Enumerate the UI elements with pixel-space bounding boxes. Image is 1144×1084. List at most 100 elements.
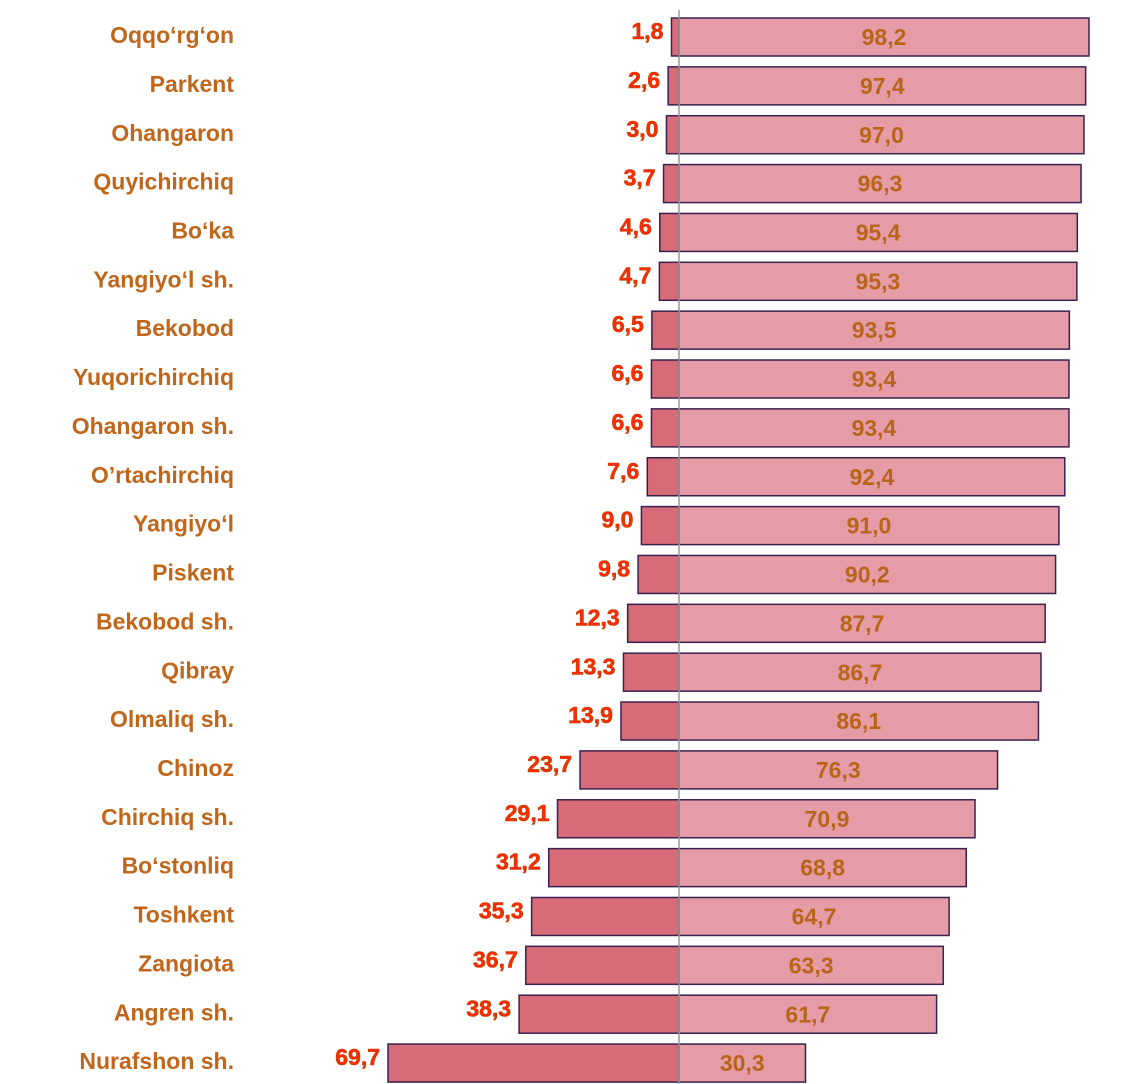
value-label-right: 93,4 — [852, 366, 897, 392]
bar-left — [622, 652, 680, 692]
category-label: O’rtachirchiq — [91, 462, 234, 488]
bar-right — [678, 994, 938, 1034]
value-label-right: 61,7 — [785, 1001, 830, 1027]
bar-left — [556, 799, 680, 839]
value-label-left: 13,9 — [568, 702, 613, 728]
category-label: Chinoz — [157, 755, 234, 781]
value-label-right: 91,0 — [847, 513, 892, 539]
category-label: Parkent — [150, 71, 235, 97]
value-label-left: 69,7 — [335, 1044, 380, 1070]
category-label: Ohangaron sh. — [72, 413, 234, 439]
category-label: Oqqo‘rg‘on — [110, 22, 234, 48]
category-label: Chirchiq sh. — [101, 804, 234, 830]
category-label: Bekobod — [136, 315, 234, 341]
bars — [387, 17, 1090, 1083]
bar-left — [651, 310, 680, 350]
labels: Oqqo‘rg‘on 1,8 98,2 Parkent 2,6 97,4 Ohangaron… — [72, 18, 907, 1076]
category-label: Yangiyo‘l — [133, 511, 234, 537]
bar-right — [678, 896, 950, 937]
bar-left — [640, 505, 680, 546]
value-label-left: 23,7 — [527, 751, 572, 777]
bar-left — [525, 945, 680, 986]
bar-left — [579, 750, 680, 790]
category-label: Olmaliq sh. — [110, 706, 234, 732]
value-label-right: 76,3 — [816, 757, 861, 783]
category-label: Bo‘stonliq — [122, 853, 234, 879]
bar-right — [678, 163, 1082, 204]
value-label-left: 3,0 — [626, 116, 658, 142]
bar-right — [678, 1043, 807, 1083]
bar-left — [658, 261, 680, 302]
value-label-left: 29,1 — [505, 800, 550, 826]
value-label-right: 98,2 — [862, 24, 907, 50]
category-label: Quyichirchiq — [93, 169, 234, 195]
bar-left — [659, 212, 680, 253]
value-label-left: 9,0 — [601, 507, 633, 533]
bar-left — [650, 359, 680, 399]
value-label-left: 3,7 — [624, 165, 656, 191]
value-label-right: 97,4 — [860, 73, 905, 99]
bar-right — [678, 408, 1070, 448]
value-label-left: 36,7 — [473, 946, 518, 972]
value-label-right: 70,9 — [805, 806, 850, 832]
value-label-right: 86,7 — [838, 659, 883, 685]
category-label: Zangiota — [138, 950, 234, 976]
category-label: Yuqorichirchiq — [73, 364, 234, 390]
bar-right — [678, 310, 1071, 350]
value-label-left: 4,7 — [619, 262, 651, 288]
bar-right — [678, 799, 976, 839]
bar-right — [678, 847, 967, 888]
value-label-left: 35,3 — [479, 898, 524, 924]
value-label-right: 64,7 — [792, 904, 837, 930]
bar-left — [667, 66, 680, 106]
bar-left — [547, 847, 680, 888]
value-label-right: 63,3 — [789, 952, 834, 978]
value-label-right: 86,1 — [836, 708, 881, 734]
bar-left — [387, 1043, 680, 1083]
bar-left — [646, 456, 680, 497]
bar-left — [637, 554, 680, 595]
category-label: Bekobod sh. — [96, 608, 234, 634]
value-label-right: 93,5 — [852, 317, 897, 343]
value-label-right: 90,2 — [845, 562, 890, 588]
value-label-right: 68,8 — [800, 855, 845, 881]
category-label: Nurafshon sh. — [79, 1048, 234, 1074]
value-label-right: 93,4 — [852, 415, 897, 441]
value-label-left: 9,8 — [598, 556, 630, 582]
bar-right — [678, 603, 1046, 644]
value-label-left: 31,2 — [496, 849, 541, 875]
value-label-left: 7,6 — [607, 458, 639, 484]
value-label-left: 1,8 — [632, 18, 664, 44]
value-label-left: 12,3 — [575, 604, 620, 630]
value-label-right: 97,0 — [859, 122, 904, 148]
bar-left — [530, 896, 680, 937]
category-label: Ohangaron — [111, 120, 234, 146]
bar-right — [678, 17, 1090, 57]
bar-right — [678, 261, 1078, 302]
value-label-right: 95,4 — [856, 220, 901, 246]
bar-left — [620, 701, 680, 741]
category-label: Piskent — [152, 560, 234, 586]
value-label-right: 30,3 — [720, 1050, 765, 1076]
category-label: Toshkent — [133, 902, 234, 928]
value-label-left: 4,6 — [620, 214, 652, 240]
bar-right — [678, 554, 1057, 595]
category-label: Bo‘ka — [171, 218, 234, 244]
value-label-right: 95,3 — [856, 268, 901, 294]
value-label-left: 6,6 — [611, 409, 643, 435]
category-label: Angren sh. — [114, 999, 234, 1025]
value-label-left: 13,3 — [571, 653, 616, 679]
bar-right — [678, 456, 1066, 497]
value-label-left: 2,6 — [628, 67, 660, 93]
value-label-left: 6,5 — [612, 311, 644, 337]
value-label-right: 96,3 — [858, 171, 903, 197]
bar-left — [518, 994, 680, 1034]
value-label-left: 38,3 — [466, 995, 511, 1021]
value-label-right: 92,4 — [850, 464, 895, 490]
value-label-right: 87,7 — [840, 610, 885, 636]
bar-right — [678, 701, 1040, 741]
bar-right — [678, 212, 1079, 253]
bar-left — [650, 408, 680, 448]
bar-left — [662, 163, 680, 204]
